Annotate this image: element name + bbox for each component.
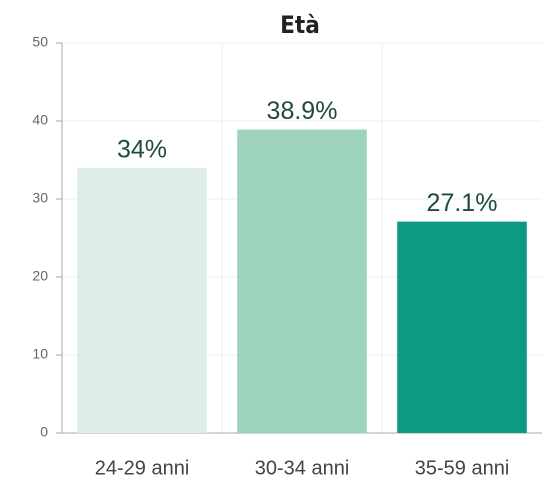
chart-title: Età xyxy=(280,11,320,39)
y-tick-label: 20 xyxy=(32,268,48,284)
bar xyxy=(237,129,367,433)
bar xyxy=(397,221,527,433)
x-tick-label: 30-34 anni xyxy=(255,457,350,479)
y-tick-label: 10 xyxy=(32,346,48,362)
bar xyxy=(77,167,207,434)
value-label: 34% xyxy=(117,135,167,163)
value-label: 38.9% xyxy=(267,97,338,125)
y-tick-label: 0 xyxy=(40,424,48,440)
value-label: 27.1% xyxy=(427,189,498,217)
y-tick-label: 30 xyxy=(32,190,48,206)
x-tick-label: 24-29 anni xyxy=(95,457,190,479)
y-tick-label: 50 xyxy=(32,34,48,50)
x-tick-label: 35-59 anni xyxy=(415,457,510,479)
y-tick-label: 40 xyxy=(32,112,48,128)
